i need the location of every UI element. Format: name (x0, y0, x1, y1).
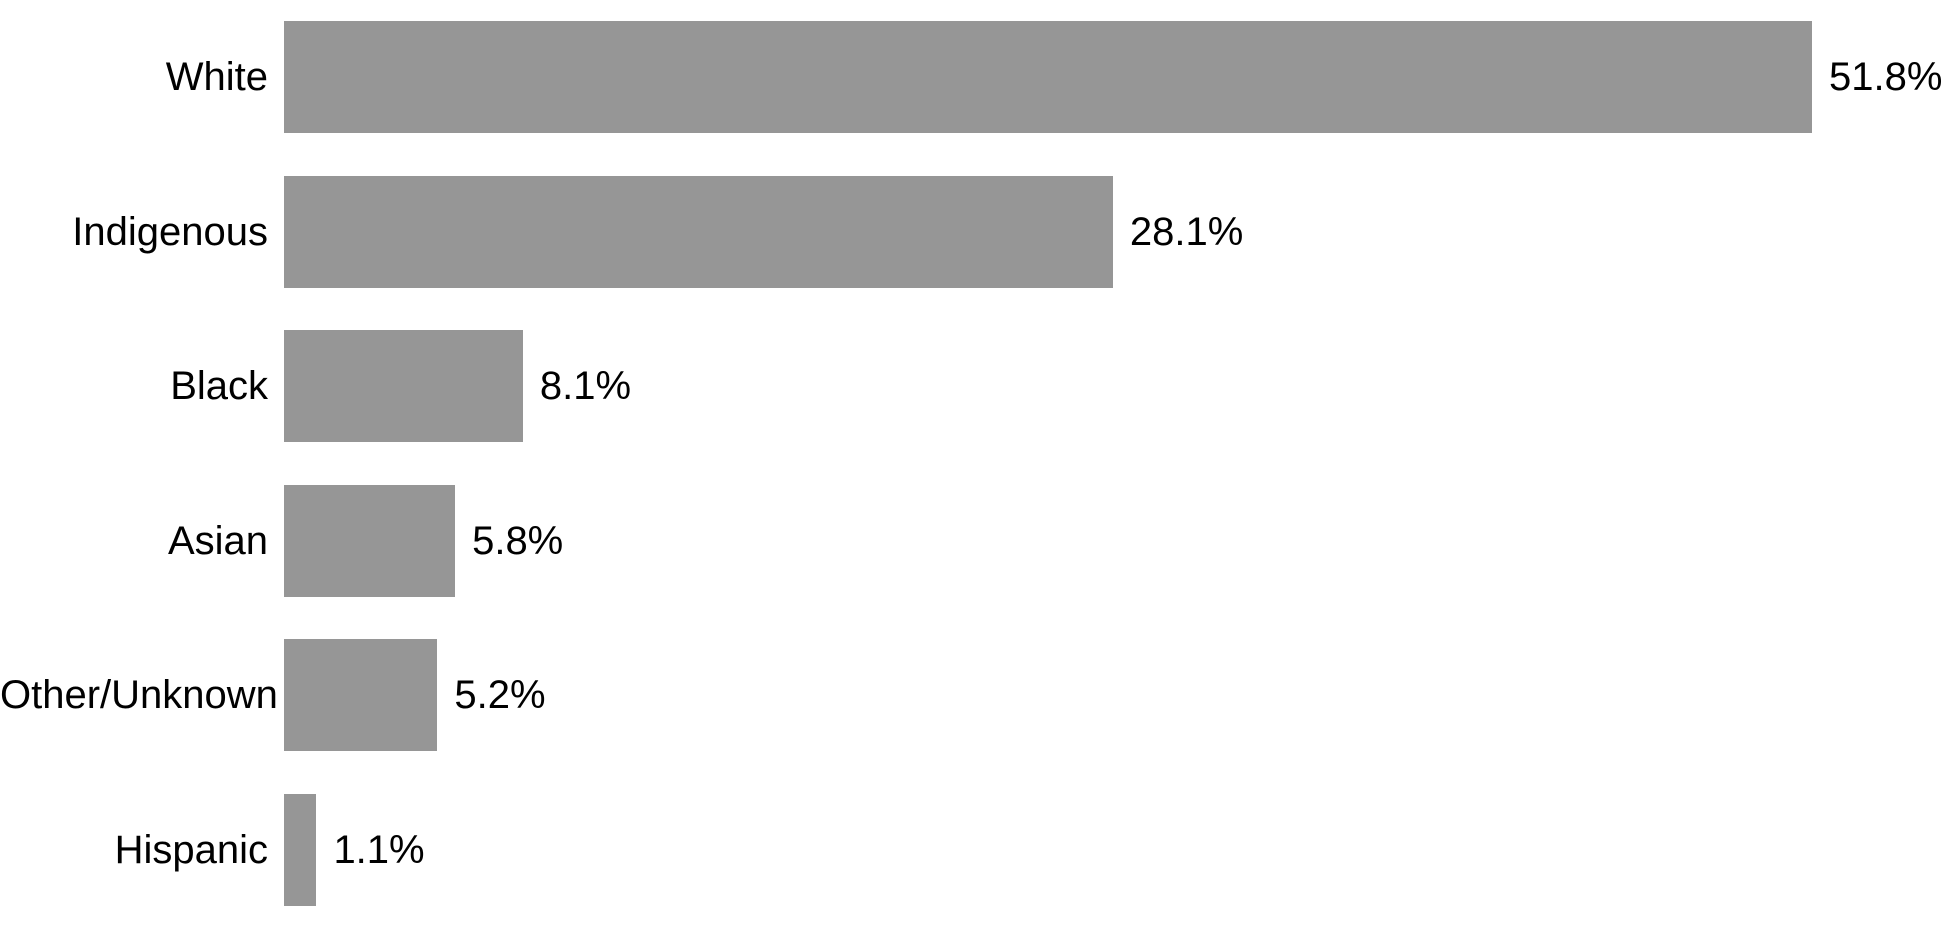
category-label: Other/Unknown (0, 673, 278, 718)
value-label: 1.1% (333, 827, 425, 872)
bar-row: Asian 5.8% (0, 464, 1950, 619)
bar (284, 330, 523, 443)
bar-row: Indigenous 28.1% (0, 155, 1950, 310)
category-label: Hispanic (114, 827, 268, 872)
category-label: Black (170, 364, 268, 409)
bar (284, 175, 1113, 288)
bar (284, 793, 317, 906)
value-label: 5.2% (454, 673, 546, 718)
bar (284, 639, 438, 752)
bar-row: Black 8.1% (0, 309, 1950, 464)
bar-row: White 51.8% (0, 0, 1950, 155)
category-label: White (165, 55, 268, 100)
value-label: 28.1% (1129, 209, 1244, 254)
bar-row: Other/Unknown 5.2% (0, 618, 1950, 773)
category-label: Indigenous (72, 209, 268, 254)
value-label: 8.1% (539, 364, 632, 409)
bar (284, 21, 1812, 134)
category-label: Asian (167, 518, 268, 563)
value-label: 5.8% (472, 518, 564, 563)
bar (284, 484, 456, 597)
value-label: 51.8% (1829, 55, 1943, 100)
bar-row: Hispanic 1.1% (0, 773, 1950, 927)
